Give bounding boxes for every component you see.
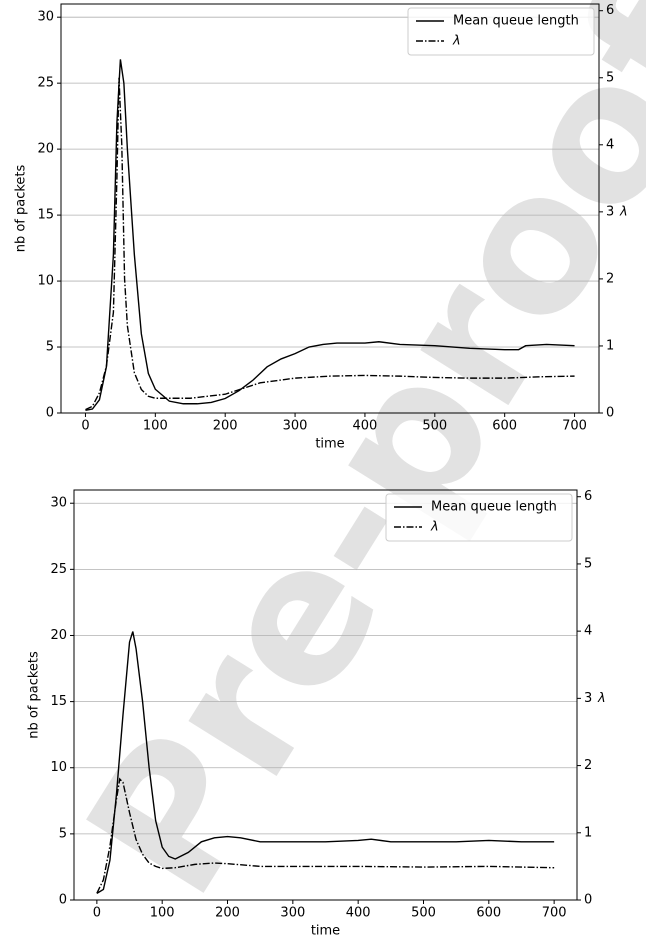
- y2-tick-label: 2: [606, 271, 614, 286]
- y-tick-label: 10: [37, 274, 54, 289]
- y2-tick-label: 0: [606, 406, 614, 421]
- data-line: [85, 77, 575, 411]
- y2-axis-label: λ: [597, 691, 606, 706]
- x-tick-label: 300: [283, 419, 308, 434]
- x-tick-label: 300: [280, 906, 305, 921]
- y2-tick-label: 6: [584, 489, 592, 504]
- y-tick-label: 25: [50, 562, 67, 577]
- y-tick-label: 0: [46, 406, 54, 421]
- x-tick-label: 200: [213, 419, 238, 434]
- y-tick-label: 0: [59, 893, 67, 908]
- x-axis-label: time: [315, 437, 344, 452]
- legend-box: [407, 7, 595, 56]
- x-tick-label: 500: [411, 906, 436, 921]
- x-tick-label: 600: [492, 419, 517, 434]
- y2-tick-label: 1: [606, 338, 614, 353]
- y2-tick-label: 3: [606, 204, 614, 219]
- data-line: [85, 59, 575, 412]
- x-tick-label: 500: [422, 419, 447, 434]
- data-line: [96, 777, 555, 894]
- plot-frame: [60, 3, 600, 414]
- x-tick-label: 0: [81, 419, 89, 434]
- y2-tick-label: 4: [584, 624, 592, 639]
- legend-label: Mean queue length: [453, 14, 579, 29]
- y-tick-label: 30: [50, 496, 67, 511]
- x-tick-label: 400: [346, 906, 371, 921]
- y-tick-label: 10: [50, 760, 67, 775]
- y2-tick-label: 6: [606, 3, 614, 18]
- x-tick-label: 400: [353, 419, 378, 434]
- y-tick-label: 5: [59, 826, 67, 841]
- x-tick-label: 700: [542, 906, 567, 921]
- y-tick-label: 15: [37, 208, 54, 223]
- x-tick-label: 0: [93, 906, 101, 921]
- x-tick-label: 100: [143, 419, 168, 434]
- y2-tick-label: 1: [584, 825, 592, 840]
- legend-label: λ: [452, 34, 461, 49]
- y2-tick-label: 0: [584, 893, 592, 908]
- watermark: Pre-proof: [45, 0, 646, 932]
- legend-label: Mean queue length: [431, 500, 557, 515]
- y-tick-label: 20: [37, 142, 54, 157]
- x-tick-label: 700: [562, 419, 587, 434]
- y2-tick-label: 3: [584, 691, 592, 706]
- x-tick-label: 100: [150, 906, 175, 921]
- y-tick-label: 5: [46, 340, 54, 355]
- y2-axis-label: λ: [619, 204, 628, 219]
- x-axis-label: time: [311, 924, 340, 939]
- x-tick-label: 600: [476, 906, 501, 921]
- y-axis-label: nb of packets: [14, 164, 29, 252]
- y-tick-label: 30: [37, 10, 54, 25]
- y2-tick-label: 5: [606, 70, 614, 85]
- y2-tick-label: 2: [584, 758, 592, 773]
- legend-box: [385, 493, 573, 542]
- y-axis-label: nb of packets: [27, 651, 42, 739]
- y-tick-label: 15: [50, 694, 67, 709]
- y-tick-label: 25: [37, 76, 54, 91]
- y2-tick-label: 4: [606, 137, 614, 152]
- plot-frame: [73, 489, 578, 901]
- x-tick-label: 200: [215, 906, 240, 921]
- data-line: [96, 631, 555, 894]
- y2-tick-label: 5: [584, 556, 592, 571]
- legend-label: λ: [430, 520, 439, 535]
- y-tick-label: 20: [50, 628, 67, 643]
